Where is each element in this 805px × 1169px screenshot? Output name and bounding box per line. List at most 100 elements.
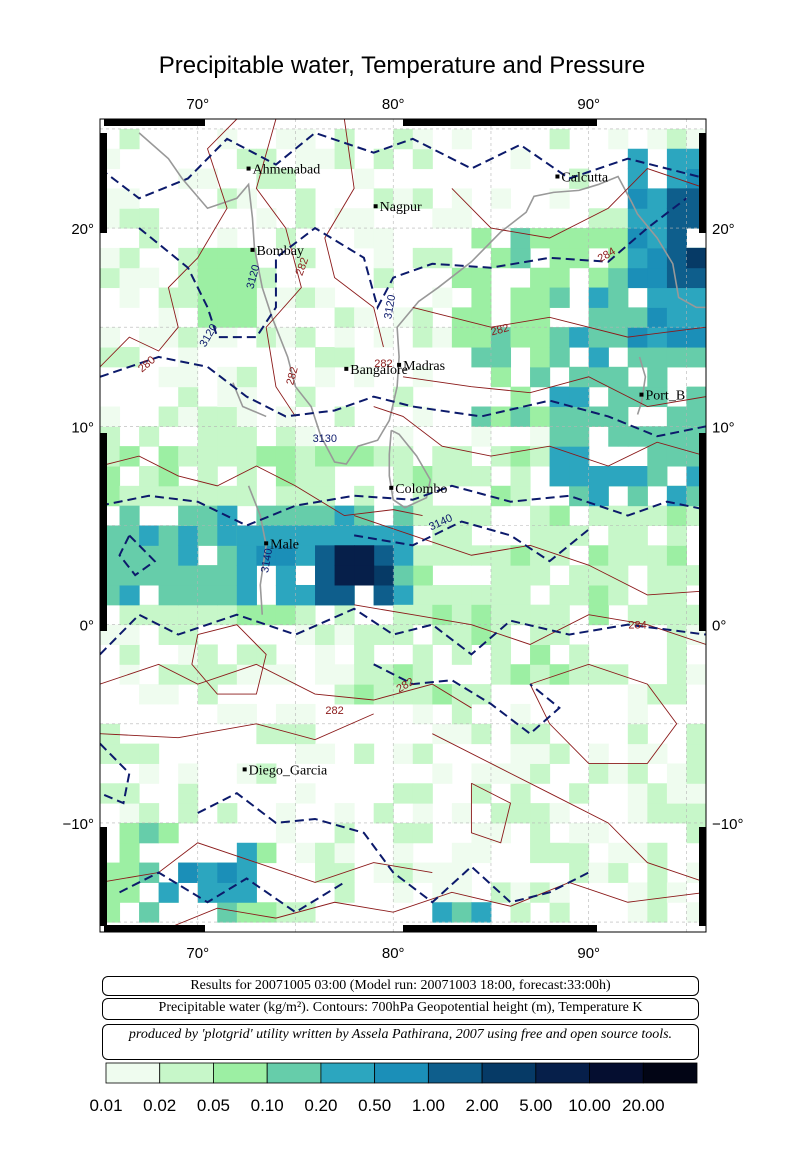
pw-cell <box>354 644 375 665</box>
pw-cell <box>549 902 570 923</box>
pw-cell <box>471 228 492 249</box>
pw-cell <box>295 703 316 725</box>
coastline-segment <box>636 356 647 415</box>
pw-cell <box>627 267 648 289</box>
pw-cell <box>139 466 160 487</box>
pw-cell <box>295 723 316 745</box>
pw-cell <box>510 723 531 745</box>
pw-cell <box>393 664 414 685</box>
pw-cell <box>627 763 648 784</box>
pw-cell <box>451 842 472 864</box>
temperature-contour-label: 282 <box>374 358 392 370</box>
pw-cell <box>275 287 296 308</box>
pw-cell <box>608 307 629 328</box>
pw-cell <box>334 327 355 348</box>
pw-cell <box>315 743 336 764</box>
pw-cell <box>627 703 648 725</box>
pw-cell <box>275 426 296 447</box>
pw-cell <box>451 902 472 923</box>
pw-cell <box>686 386 706 408</box>
pw-cell <box>569 565 590 586</box>
pw-cell <box>412 466 433 487</box>
pw-cell <box>471 287 492 308</box>
pw-cell <box>530 842 551 864</box>
pw-cell <box>686 247 706 269</box>
pw-cell <box>471 307 492 328</box>
pw-cell <box>451 862 472 883</box>
precipitable-water-cells <box>100 128 706 923</box>
pw-cell <box>588 584 609 606</box>
pw-cell <box>197 247 218 269</box>
pw-cell <box>197 525 218 546</box>
credits-info-box: produced by 'plotgrid' utility written b… <box>102 1024 699 1060</box>
pw-cell <box>530 604 551 626</box>
pw-cell <box>588 485 609 507</box>
pw-cell <box>412 307 433 328</box>
pw-cell <box>373 188 394 209</box>
pw-cell <box>197 505 218 526</box>
pw-cell <box>530 664 551 685</box>
pw-cell <box>588 604 609 626</box>
colorbar-swatch <box>105 1062 161 1084</box>
pw-cell <box>236 287 257 308</box>
pw-cell <box>139 763 160 784</box>
pw-cell <box>412 743 433 764</box>
city-marker <box>397 362 402 367</box>
pw-cell <box>354 664 375 685</box>
pw-cell <box>275 822 296 844</box>
pw-cell <box>373 148 394 170</box>
pw-cell <box>530 505 551 526</box>
pw-cell <box>178 803 199 824</box>
pw-cell <box>119 842 140 864</box>
pw-cell <box>608 763 629 784</box>
pw-cell <box>432 525 453 546</box>
pw-cell <box>217 803 238 824</box>
pw-cell <box>647 565 668 586</box>
pw-cell <box>666 208 687 229</box>
pw-cell <box>334 347 355 368</box>
pw-cell <box>217 366 238 388</box>
pw-cell <box>393 426 414 447</box>
pw-cell <box>549 842 570 864</box>
lon-tick-label: 80° <box>382 96 405 113</box>
lon-tick-label: 70° <box>186 96 209 113</box>
pw-cell <box>412 327 433 348</box>
colorbar-label: 0.02 <box>143 1096 176 1115</box>
pw-cell <box>139 803 160 824</box>
pw-cell <box>217 406 238 427</box>
pw-cell <box>295 148 316 170</box>
pw-cell <box>666 267 687 289</box>
pw-cell <box>256 505 277 526</box>
pw-cell <box>295 247 316 269</box>
pw-cell <box>236 545 257 566</box>
pw-cell <box>549 188 570 209</box>
pw-cell <box>315 664 336 685</box>
pw-cell <box>119 247 140 269</box>
pw-cell <box>373 446 394 467</box>
pw-cell <box>549 743 570 764</box>
pw-cell <box>236 406 257 427</box>
pw-cell <box>647 902 668 923</box>
pw-cell <box>451 466 472 487</box>
pw-cell <box>666 188 687 209</box>
pw-cell <box>432 287 453 308</box>
pw-cell <box>588 287 609 308</box>
temperature-contour-label: 282 <box>490 322 511 338</box>
pw-cell <box>197 485 218 507</box>
pw-cell <box>471 723 492 745</box>
pw-cell <box>588 822 609 844</box>
pw-cell <box>354 168 375 189</box>
pw-cell <box>686 743 706 764</box>
pw-cell <box>197 327 218 348</box>
frame-bar-top <box>403 119 597 126</box>
pw-cell <box>354 525 375 546</box>
pw-cell <box>627 307 648 328</box>
pw-cell <box>315 366 336 388</box>
pw-cell <box>686 347 706 368</box>
city-label: Diego_Garcia <box>249 763 328 778</box>
pw-cell <box>256 763 277 784</box>
pw-cell <box>588 862 609 883</box>
pw-cell <box>119 644 140 665</box>
pw-cell <box>256 525 277 546</box>
pw-cell <box>393 842 414 864</box>
